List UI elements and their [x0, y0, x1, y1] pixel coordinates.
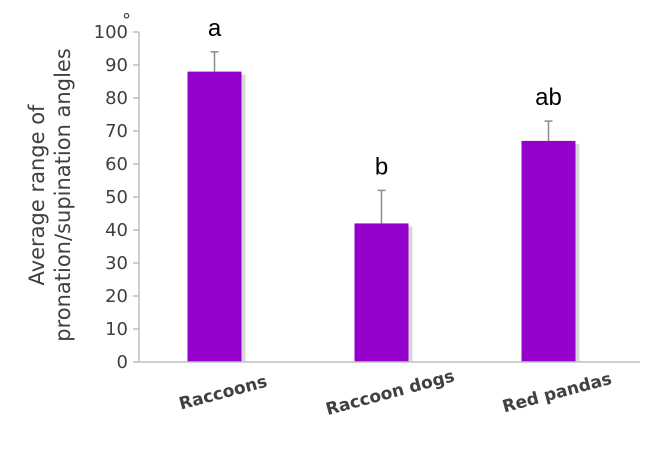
- y-tick-label: 0: [117, 352, 128, 373]
- y-tick-label: 70: [105, 121, 128, 142]
- x-category-label: Red pandas: [500, 369, 614, 417]
- bar: [522, 141, 576, 362]
- y-tick-label: 90: [105, 55, 128, 76]
- y-tick-label: 60: [105, 154, 128, 175]
- y-axis-label-line-2: pronation/supination angles: [51, 48, 75, 342]
- x-category-label: Raccoons: [177, 372, 269, 415]
- y-tick-label: 20: [105, 286, 128, 307]
- y-tick-label: 10: [105, 319, 128, 340]
- bar: [188, 72, 242, 362]
- bar: [355, 223, 409, 362]
- significance-label: ab: [535, 84, 562, 111]
- y-tick-label: 30: [105, 253, 128, 274]
- y-axis-label-line-1: Average range of: [25, 104, 49, 285]
- y-tick-label: 100: [94, 22, 128, 43]
- significance-label: a: [208, 15, 222, 42]
- x-category-label: Raccoon dogs: [324, 366, 457, 420]
- y-axis: 0 10 20 30 40 50 60 70 80 90 100: [94, 22, 139, 373]
- x-axis: Raccoons Raccoon dogs Red pandas: [139, 362, 640, 420]
- significance-label: b: [375, 153, 388, 180]
- y-tick-label: 80: [105, 88, 128, 109]
- y-tick-label: 50: [105, 187, 128, 208]
- y-tick-label: 40: [105, 220, 128, 241]
